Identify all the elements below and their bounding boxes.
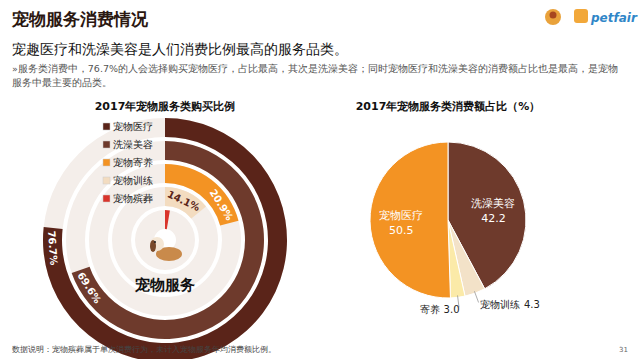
data-label: 69.6% xyxy=(75,270,103,305)
brand: petfair xyxy=(590,11,638,25)
dog-icon xyxy=(150,237,164,251)
center-label: 宠物服务 xyxy=(134,276,195,294)
pie-slice xyxy=(370,142,450,298)
legend-label: 宠物医疗 xyxy=(113,121,153,132)
dog-icon xyxy=(150,240,156,252)
page-subtitle: 宠趣医疗和洗澡美容是人们消费比例最高的服务品类。 xyxy=(12,41,348,57)
ring-track xyxy=(66,141,264,339)
page-title: 宠物服务消费情况 xyxy=(11,9,149,29)
legend-swatch xyxy=(103,141,110,148)
logo-icon xyxy=(550,12,557,19)
plot-area xyxy=(43,118,287,359)
data-label: 4.3 xyxy=(524,299,540,310)
legend-label: 宠物殡葬 xyxy=(113,193,153,204)
legend-swatch xyxy=(103,195,110,202)
slice-label: 寄养 xyxy=(420,304,440,315)
legend-swatch xyxy=(103,159,110,166)
logo-icon xyxy=(574,9,588,23)
leader-line xyxy=(474,291,478,302)
ring-bar xyxy=(43,118,287,359)
chart-title: 2017年宠物服务类消费额占比（%） xyxy=(356,100,541,113)
data-label: 3.0 xyxy=(444,304,460,315)
logo-icon xyxy=(545,9,561,25)
legend: 宠物医疗洗澡美容宠物寄养宠物训练宠物殡葬 xyxy=(103,121,153,204)
legend-swatch xyxy=(103,123,110,130)
ring-bar xyxy=(72,141,264,339)
data-label: 42.2 xyxy=(481,212,506,225)
plot-area xyxy=(370,142,526,298)
data-label: 14.1% xyxy=(166,188,202,213)
slice-label: 宠物医疗 xyxy=(379,209,423,222)
legend-label: 宠物寄养 xyxy=(113,157,153,168)
logo xyxy=(545,9,588,25)
slice-label: 宠物训练 xyxy=(480,299,520,310)
legend-label: 宠物训练 xyxy=(113,175,153,186)
legend-label: 洗澡美容 xyxy=(113,139,153,150)
dog-icon xyxy=(154,241,156,243)
chart-title: 2017年宠物服务类购买比例 xyxy=(95,100,236,113)
ring-bar xyxy=(165,210,170,229)
page-number: 31 xyxy=(619,346,628,354)
ring-track xyxy=(43,118,287,359)
slice-label: 洗澡美容 xyxy=(471,197,515,210)
ring-track xyxy=(135,210,195,270)
page-note: »服务类消费中，76.7%的人会选择购买宠物医疗，占比最高，其次是洗澡美容；同时… xyxy=(12,62,626,90)
data-label: 20.9% xyxy=(208,187,236,222)
dog-icon xyxy=(150,237,182,261)
legend-swatch xyxy=(103,177,110,184)
data-label: 76.7% xyxy=(46,230,59,265)
footnote: 数据说明：宠物殡葬属于单次消费行为，未计入宠物服务年均消费额比例。 xyxy=(12,345,276,354)
ring-track xyxy=(112,187,218,293)
data-label: 50.5 xyxy=(389,224,414,237)
ring-track xyxy=(89,164,241,316)
